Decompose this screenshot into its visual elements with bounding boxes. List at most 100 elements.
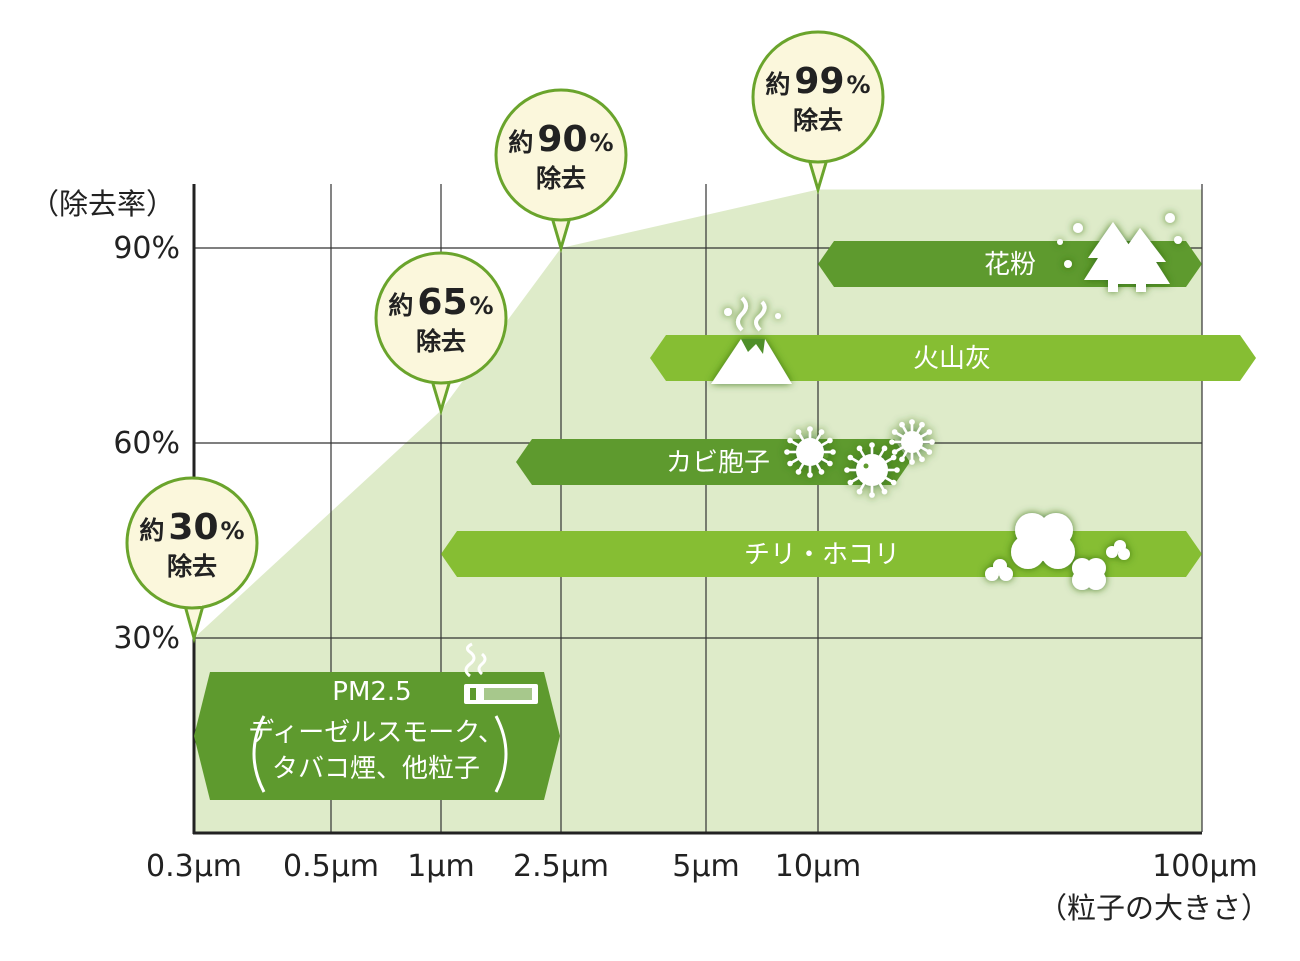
particle-label: カビ胞子 (666, 448, 770, 478)
spore-tip (881, 445, 888, 452)
spore-tip (881, 488, 888, 495)
spore-spike (894, 430, 913, 444)
spore-spike (910, 441, 924, 460)
x-tick-label: 0.5μm (283, 849, 379, 884)
x-tick-label: 100μm (1152, 849, 1258, 884)
spore-tip (890, 454, 897, 461)
spore-spike (870, 469, 886, 493)
spore-tip (894, 467, 900, 473)
dust-cloud-icon (985, 513, 1130, 590)
spore-tip (795, 429, 802, 435)
spore-tip (818, 469, 825, 475)
spore-tip (890, 479, 897, 486)
y-axis-label: （除去率） (30, 187, 175, 221)
spore-tip (899, 421, 905, 428)
spore-tip (807, 472, 813, 478)
spore-spike (910, 424, 924, 443)
x-tick-label: 0.3μm (146, 849, 242, 884)
x-tick-labels: 0.3μm 0.5μm 1μm 2.5μm 5μm 10μm 100μm (146, 849, 1258, 884)
spore-spike (871, 456, 895, 472)
spore-spike (900, 424, 914, 443)
spore-spike (808, 451, 823, 473)
particle-label: PM2.5 (332, 677, 411, 707)
spore-spike (789, 439, 811, 454)
particle-label: 花粉 (984, 250, 1036, 280)
spore-tip (919, 456, 925, 463)
y-tick-label: 90% (113, 231, 180, 266)
balloon-joint (553, 210, 569, 218)
balloon-value: 約 30% (139, 507, 244, 548)
balloon-value: 約 99% (765, 61, 870, 102)
spore-tip (856, 445, 863, 452)
spore-dot (823, 453, 829, 459)
paren-left (252, 715, 266, 793)
balloon-body (751, 30, 885, 164)
spore-icon (784, 419, 935, 498)
spore-tip (891, 429, 898, 435)
spore-tip (929, 439, 935, 445)
spore-spike (858, 469, 874, 493)
spore-tip (869, 442, 875, 448)
spore-tip (899, 456, 905, 463)
spore-spike (789, 450, 811, 465)
spore-spike (797, 431, 812, 453)
particle-band: 火山灰 (650, 335, 1256, 381)
cigarette-icon (464, 642, 538, 704)
spore-spike (797, 451, 812, 473)
spore-spike (894, 440, 913, 454)
spore-tip (909, 459, 915, 465)
particle-label: チリ・ホコリ (744, 540, 900, 570)
balloon-caption: 除去 (536, 164, 586, 193)
spore-tip (795, 469, 802, 475)
x-tick-label: 10μm (775, 849, 861, 884)
balloon-value: 約 65% (388, 282, 493, 323)
paren-right (494, 715, 508, 793)
spore-tip (909, 419, 915, 425)
balloon-joint (186, 598, 202, 606)
spore-spike (911, 440, 930, 454)
spore-tip (891, 449, 898, 455)
particle-band: チリ・ホコリ (441, 531, 1202, 577)
spore-tip (856, 488, 863, 495)
spore-spike (870, 447, 886, 471)
balloon-body (374, 251, 508, 385)
particle-sublabel: タバコ煙、他粒子 (272, 754, 480, 784)
spore-tip (807, 426, 813, 432)
spore-tip (827, 437, 833, 444)
particle-band-shape (441, 531, 1202, 577)
spore-tip (926, 429, 933, 435)
spore-spike (900, 441, 914, 460)
spore-tip (847, 454, 854, 461)
x-tick-label: 5μm (672, 849, 739, 884)
removal-balloon: 約 90% 除去 (494, 88, 628, 254)
spore-spike (849, 468, 873, 484)
spore-tip (919, 421, 925, 428)
removal-balloon: 約 99% 除去 (751, 30, 885, 195)
volcano-icon (711, 296, 792, 384)
spore-spike (808, 431, 823, 453)
spore-tip (784, 449, 790, 455)
spore-tip (787, 460, 793, 467)
spore-tip (818, 429, 825, 435)
particle-label: 火山灰 (913, 344, 991, 374)
spore-tip (787, 437, 793, 444)
spore-tip (830, 449, 836, 455)
y-tick-labels: 30% 60% 90% (113, 231, 180, 656)
particle-sublabel: ディーゼルスモーク、 (248, 718, 504, 748)
tree-icon (1057, 213, 1182, 292)
spore-spike (911, 430, 930, 444)
spore-spike (858, 447, 874, 471)
balloon-body (494, 88, 628, 222)
removal-balloon: 約 30% 除去 (125, 476, 259, 644)
balloon-body (125, 476, 259, 610)
balloon-caption: 除去 (167, 552, 217, 581)
spore-spike (809, 439, 831, 454)
y-tick-label: 60% (113, 426, 180, 461)
spore-spike (871, 468, 895, 484)
spore-tip (869, 492, 875, 498)
particle-band: カビ胞子 (516, 439, 910, 485)
removal-balloon: 約 65% 除去 (374, 251, 508, 416)
balloon-caption: 除去 (793, 106, 843, 135)
spore-tip (847, 479, 854, 486)
